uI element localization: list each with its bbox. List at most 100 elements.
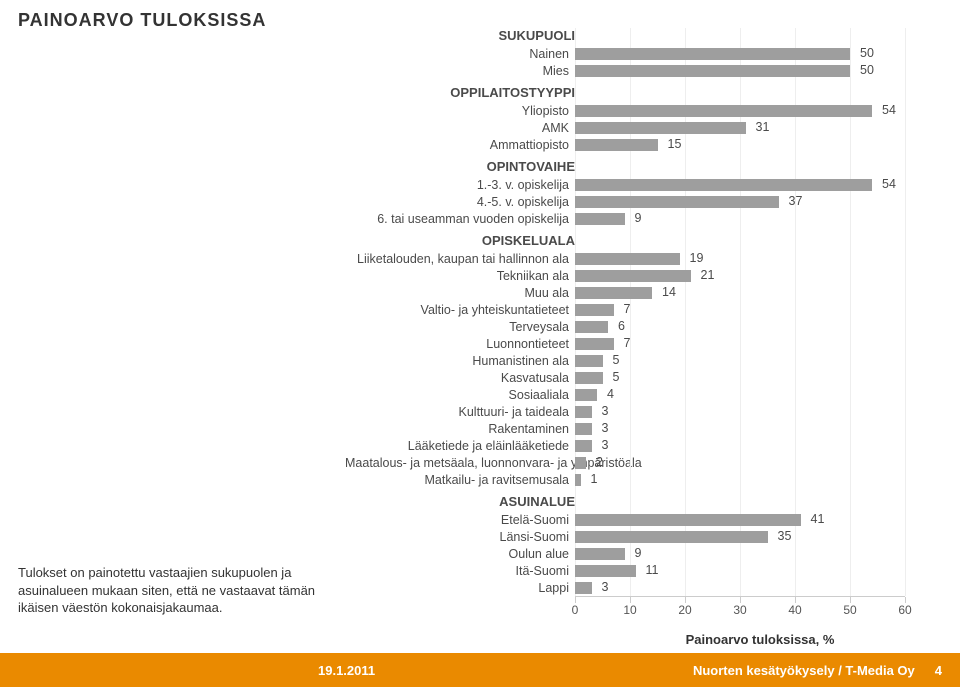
bar-chart: SUKUPUOLINainen50Mies50OPPILAITOSTYYPPIY… [345,22,935,622]
row-label: Lääketiede ja eläinlääketiede [345,439,575,453]
row-label: Länsi-Suomi [345,530,575,544]
row-label: Sosiaaliala [345,388,575,402]
bar [575,440,592,452]
row-value: 7 [624,302,631,316]
chart-row: Matkailu- ja ravitsemusala1 [345,471,935,488]
row-label: Oulun alue [345,547,575,561]
row-label: Valtio- ja yhteiskuntatieteet [345,303,575,317]
chart-row: Rakentaminen3 [345,420,935,437]
row-value: 3 [602,404,609,418]
bar [575,355,603,367]
bar-track: 3 [575,439,905,453]
row-value: 9 [635,546,642,560]
x-axis-title: Painoarvo tuloksissa, % [575,632,945,647]
bar [575,548,625,560]
row-value: 9 [635,211,642,225]
bar [575,457,586,469]
bar [575,179,872,191]
bar [575,565,636,577]
chart-row: AMK31 [345,119,935,136]
bar-track: 14 [575,286,905,300]
chart-row: Nainen50 [345,45,935,62]
row-value: 7 [624,336,631,350]
row-value: 1 [591,472,598,486]
row-value: 54 [882,103,896,117]
chart-row: Itä-Suomi11 [345,562,935,579]
row-label: Yliopisto [345,104,575,118]
chart-row: Yliopisto 54 [345,102,935,119]
row-value: 6 [618,319,625,333]
bar-track: 6 [575,320,905,334]
chart-row: Lappi 3 [345,579,935,596]
bar-track: 3 [575,422,905,436]
footer-page-number: 4 [935,663,942,678]
bar-track: 35 [575,530,905,544]
x-tick-label: 50 [843,603,856,617]
bar [575,406,592,418]
chart-row: Tekniikan ala21 [345,267,935,284]
row-value: 3 [602,438,609,452]
row-label: Muu ala [345,286,575,300]
row-label: Lappi [345,581,575,595]
row-label: Maatalous- ja metsäala, luonnonvara- ja … [345,456,575,470]
row-label: Luonnontieteet [345,337,575,351]
row-value: 15 [668,137,682,151]
row-value: 2 [596,455,603,469]
row-value: 3 [602,580,609,594]
bar-track: 7 [575,337,905,351]
x-tick-label: 30 [733,603,746,617]
x-tick-label: 20 [678,603,691,617]
chart-row: Luonnontieteet 7 [345,335,935,352]
chart-row: 1.-3. v. opiskelija54 [345,176,935,193]
bar [575,474,581,486]
bar [575,270,691,282]
bar [575,253,680,265]
bar [575,304,614,316]
bar [575,287,652,299]
row-value: 50 [860,63,874,77]
section-heading: SUKUPUOLI [345,28,575,43]
bar-track: 7 [575,303,905,317]
section-heading: ASUINALUE [345,494,575,509]
bar-track: 15 [575,138,905,152]
bar-track: 11 [575,564,905,578]
row-label: Etelä-Suomi [345,513,575,527]
bar [575,65,850,77]
bar [575,48,850,60]
row-value: 3 [602,421,609,435]
bar-track: 19 [575,252,905,266]
bar-track: 50 [575,64,905,78]
bar-track: 21 [575,269,905,283]
bar [575,372,603,384]
row-value: 35 [778,529,792,543]
row-value: 5 [613,353,620,367]
chart-row: Lääketiede ja eläinlääketiede 3 [345,437,935,454]
bar-track: 3 [575,405,905,419]
row-label: Liiketalouden, kaupan tai hallinnon ala [345,252,575,266]
bar-track: 54 [575,178,905,192]
section-heading: OPINTOVAIHE [345,159,575,174]
chart-row: Mies50 [345,62,935,79]
bar [575,321,608,333]
bar-track: 54 [575,104,905,118]
bar-track: 31 [575,121,905,135]
row-value: 4 [607,387,614,401]
bar [575,196,779,208]
bar-track: 41 [575,513,905,527]
bar-track: 5 [575,354,905,368]
bar-track: 9 [575,212,905,226]
bar-track: 9 [575,547,905,561]
row-label: Tekniikan ala [345,269,575,283]
footer-bar: 19.1.2011 Nuorten kesätyökysely / T-Medi… [0,653,960,687]
bar [575,582,592,594]
row-label: Itä-Suomi [345,564,575,578]
row-value: 19 [690,251,704,265]
bar-track: 50 [575,47,905,61]
row-value: 54 [882,177,896,191]
row-value: 37 [789,194,803,208]
row-label: 4.-5. v. opiskelija [345,195,575,209]
chart-row: Humanistinen ala5 [345,352,935,369]
chart-row: Etelä-Suomi41 [345,511,935,528]
page: PAINOARVO TULOKSISSA Tulokset on painote… [0,0,960,687]
row-value: 31 [756,120,770,134]
